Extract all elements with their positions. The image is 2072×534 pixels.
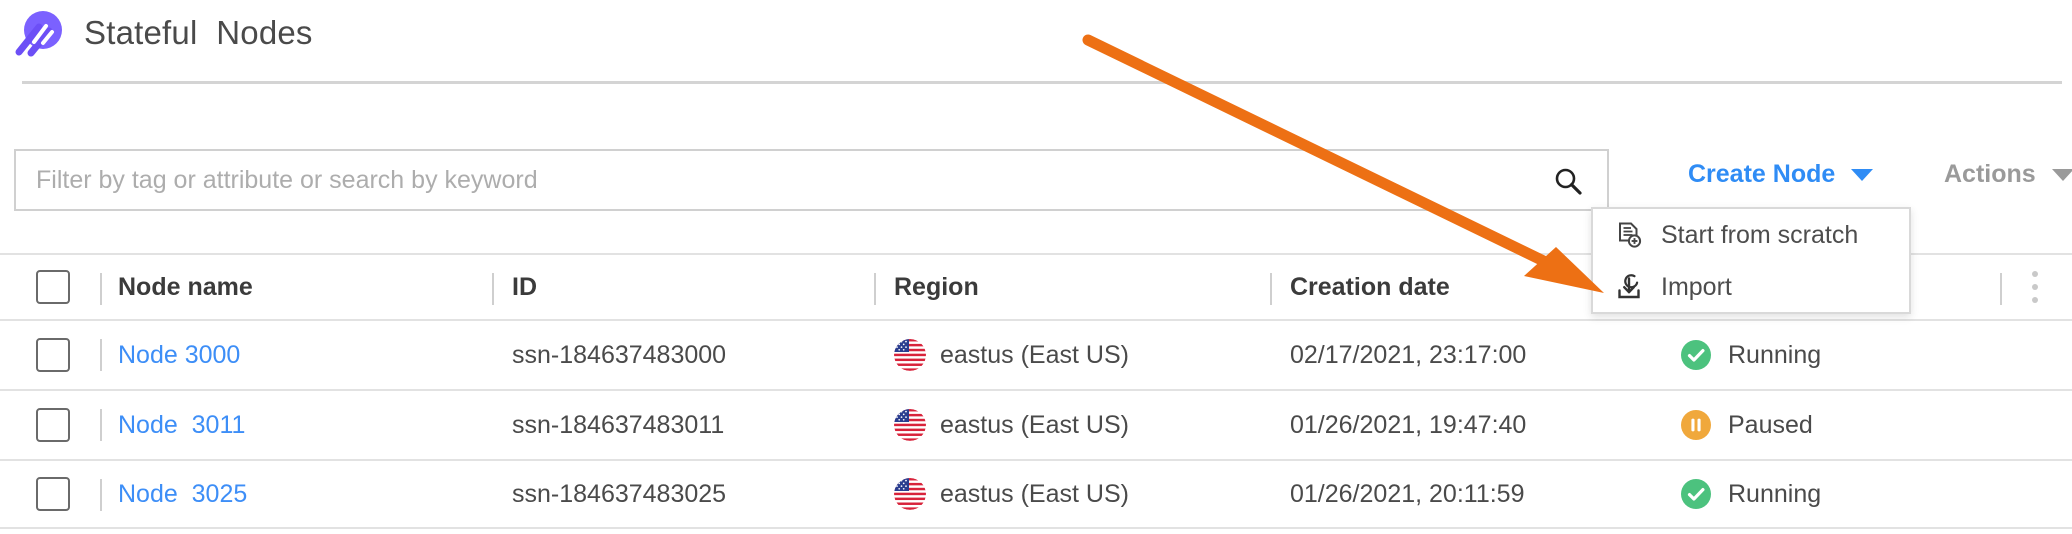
column-header-region[interactable]: Region xyxy=(894,272,979,301)
cell-region: eastus (East US) xyxy=(894,391,1129,459)
column-header-node-name[interactable]: Node name xyxy=(118,272,253,301)
region-label: eastus (East US) xyxy=(940,410,1129,439)
create-node-dropdown-menu[interactable]: Start from scratch Import xyxy=(1591,207,1911,314)
column-divider xyxy=(492,273,494,305)
document-add-icon xyxy=(1615,221,1643,249)
create-node-button[interactable]: Create Node xyxy=(1688,160,1874,189)
menu-item-label: Import xyxy=(1661,272,1732,301)
row-checkbox[interactable] xyxy=(36,408,70,442)
cell-creation-date: 01/26/2021, 19:47:40 xyxy=(1290,410,1527,439)
region-label: eastus (East US) xyxy=(940,479,1129,508)
pause-circle-icon xyxy=(1680,409,1712,441)
status-label: Running xyxy=(1728,340,1822,369)
column-header-id[interactable]: ID xyxy=(512,272,537,301)
column-divider xyxy=(100,273,102,305)
chevron-down-icon xyxy=(2051,168,2072,181)
status-label: Running xyxy=(1728,479,1822,508)
actions-button[interactable]: Actions xyxy=(1944,160,2072,189)
create-node-label: Create Node xyxy=(1688,160,1836,188)
column-divider xyxy=(874,273,876,305)
header-divider xyxy=(22,81,2062,84)
node-name-link[interactable]: Node 3000 xyxy=(118,340,241,369)
spot-logo-icon xyxy=(12,8,66,58)
cell-status: Paused xyxy=(1680,391,1813,459)
actions-label: Actions xyxy=(1944,160,2036,188)
status-label: Paused xyxy=(1728,410,1813,439)
menu-item-import[interactable]: Import xyxy=(1593,261,1909,313)
row-select-cell[interactable] xyxy=(36,391,70,459)
row-checkbox[interactable] xyxy=(36,477,70,511)
cell-node-name[interactable]: Node 3011 xyxy=(118,391,245,459)
menu-item-start-from-scratch[interactable]: Start from scratch xyxy=(1593,209,1909,261)
column-divider xyxy=(100,479,102,511)
cell-region: eastus (East US) xyxy=(894,321,1129,389)
search-input[interactable] xyxy=(36,151,1516,209)
cell-creation-date: 02/17/2021, 23:17:00 xyxy=(1290,340,1527,369)
table-row[interactable]: Node 3011 ssn-184637483011 xyxy=(0,389,2072,459)
table-row[interactable]: Node 3025 ssn-184637483025 xyxy=(0,459,2072,529)
cell-region: eastus (East US) xyxy=(894,461,1129,527)
filter-search-box[interactable] xyxy=(14,149,1609,211)
cell-status: Running xyxy=(1680,461,1821,527)
region-label: eastus (East US) xyxy=(940,340,1129,369)
cell-node-name[interactable]: Node 3025 xyxy=(118,461,247,527)
chevron-down-icon xyxy=(1851,168,1874,181)
select-all-cell[interactable] xyxy=(36,255,70,319)
cell-node-id: ssn-184637483000 xyxy=(512,340,727,369)
check-circle-icon xyxy=(1680,339,1712,371)
search-icon[interactable] xyxy=(1553,166,1583,196)
node-name-link[interactable]: Node 3011 xyxy=(118,410,246,439)
table-header-row: Node name ID Region Creation date xyxy=(0,253,2072,319)
column-divider xyxy=(2000,273,2002,305)
column-header-creation-date[interactable]: Creation date xyxy=(1290,272,1450,301)
row-checkbox[interactable] xyxy=(36,338,70,372)
select-all-checkbox[interactable] xyxy=(36,270,70,304)
cell-node-id: ssn-184637483025 xyxy=(512,479,727,508)
menu-item-label: Start from scratch xyxy=(1661,220,1859,249)
row-select-cell[interactable] xyxy=(36,461,70,527)
node-name-link[interactable]: Node 3025 xyxy=(118,479,248,508)
check-circle-icon xyxy=(1680,478,1712,510)
cell-node-id: ssn-184637483011 xyxy=(512,410,725,439)
nodes-table: Node name ID Region Creation date Node 3… xyxy=(0,253,2072,529)
page-header: Stateful Nodes xyxy=(0,0,2072,84)
import-download-icon xyxy=(1615,273,1643,301)
row-select-cell[interactable] xyxy=(36,321,70,389)
us-flag-icon xyxy=(894,478,926,510)
kebab-menu-icon[interactable] xyxy=(2032,271,2038,303)
column-divider xyxy=(1270,273,1272,305)
cell-status: Running xyxy=(1680,321,1821,389)
page-title: Stateful Nodes xyxy=(84,14,313,51)
table-row[interactable]: Node 3000 ssn-184637483000 xyxy=(0,319,2072,389)
us-flag-icon xyxy=(894,409,926,441)
column-divider xyxy=(100,339,102,371)
cell-node-name[interactable]: Node 3000 xyxy=(118,321,240,389)
table-options-menu[interactable] xyxy=(2032,255,2038,319)
column-divider xyxy=(100,409,102,441)
cell-creation-date: 01/26/2021, 20:11:59 xyxy=(1290,479,1525,508)
us-flag-icon xyxy=(894,339,926,371)
